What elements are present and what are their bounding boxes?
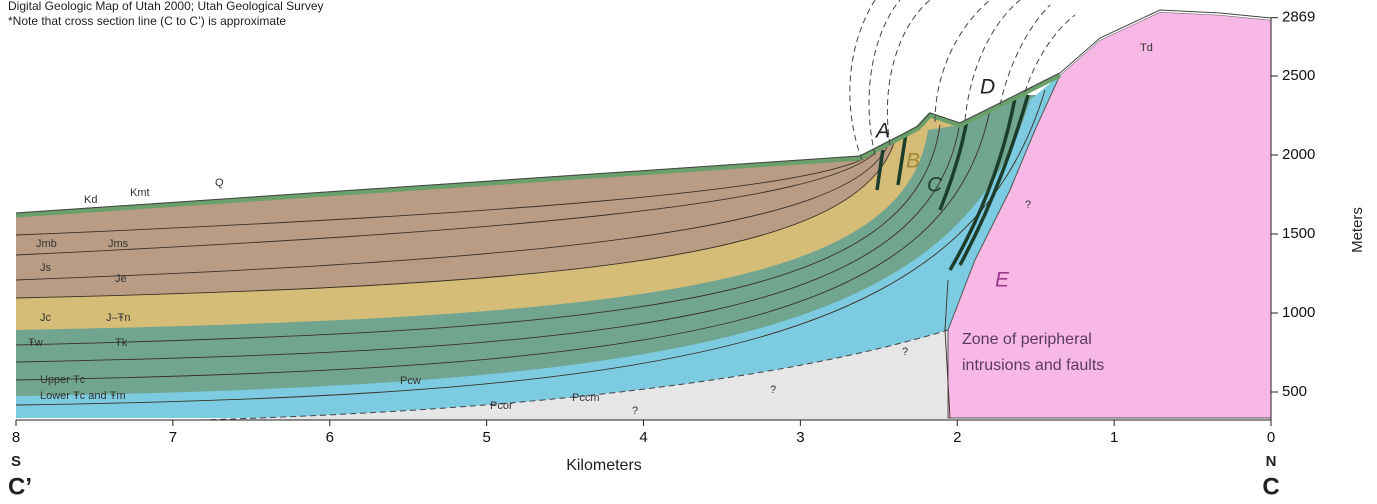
feature-label: A <box>874 120 890 143</box>
unit-label: Js <box>40 262 52 274</box>
x-tick-label: 6 <box>326 429 334 446</box>
note: *Note that cross section line (C to C’) … <box>8 14 286 28</box>
section-point: C’ <box>8 473 32 500</box>
projected-contact <box>934 0 991 123</box>
dike <box>875 149 885 191</box>
x-tick-label: 1 <box>1110 429 1118 446</box>
y-tick-label: 1000 <box>1282 304 1315 321</box>
unit-label: J–Ŧn <box>106 312 130 324</box>
unit-label: Jc <box>40 312 52 324</box>
x-tick-label: 8 <box>12 429 20 446</box>
unit-label: Upper Ŧc <box>40 374 86 386</box>
x-axis-title: Kilometers <box>566 457 642 474</box>
unit-label: Q <box>215 177 224 189</box>
unit-label: Kmt <box>130 187 150 199</box>
x-tick-label: 7 <box>169 429 177 446</box>
x-tick-label: 5 <box>482 429 490 446</box>
contact <box>15 121 961 363</box>
x-tick-label: 4 <box>639 429 647 446</box>
y-axis-title: Meters <box>1349 207 1366 253</box>
query: ? <box>632 405 638 417</box>
query: ? <box>770 384 776 396</box>
projected-contact <box>886 0 931 146</box>
query: ? <box>1025 199 1031 211</box>
y-tick-label: 2000 <box>1282 146 1315 163</box>
dike <box>948 97 1017 271</box>
unit-label: Kd <box>84 194 97 206</box>
direction: S <box>11 453 21 470</box>
projected-contact <box>964 0 1021 121</box>
contact <box>15 89 1046 406</box>
strata <box>15 11 1272 421</box>
projected-contact <box>999 4 1051 106</box>
surface <box>15 72 1062 218</box>
source: Digital Geologic Map of Utah 2000; Utah … <box>8 0 324 13</box>
unit-label: Jms <box>108 238 129 250</box>
direction: N <box>1266 453 1277 470</box>
section-point: C <box>1262 473 1279 500</box>
y-tick-label: 2500 <box>1282 67 1315 84</box>
projected-contact <box>1024 14 1076 93</box>
unit-label: Jmb <box>36 238 57 250</box>
fault <box>944 279 951 419</box>
contact <box>15 149 879 256</box>
contact <box>15 124 941 346</box>
sky <box>0 0 1271 215</box>
unit-label: Ŧk <box>115 337 128 349</box>
x-tick-label: 3 <box>796 429 804 446</box>
y-tick-label: 2869 <box>1282 9 1315 26</box>
contact <box>15 144 889 281</box>
query: ? <box>902 346 908 358</box>
feature-label: E <box>995 269 1010 292</box>
zone-label: Zone of peripheral <box>962 331 1092 348</box>
contact <box>15 154 871 236</box>
contact <box>15 109 991 381</box>
dike <box>958 94 1030 266</box>
unit-label: Je <box>115 273 127 285</box>
unit-label: Td <box>1140 42 1153 54</box>
y-tick-label: 500 <box>1282 383 1307 400</box>
surface-line <box>15 9 1272 214</box>
x-tick-label: 0 <box>1267 429 1275 446</box>
feature-label: B <box>906 150 920 173</box>
contact <box>15 139 896 299</box>
unit-label: Lower Ŧc and Ŧm <box>40 390 126 402</box>
projected-contact <box>868 0 901 156</box>
basement-gray <box>200 330 948 420</box>
y-tick-label: 1500 <box>1282 225 1315 242</box>
unit-label: Pccm <box>572 392 600 404</box>
unit-label: Pcw <box>400 375 421 387</box>
unit-label: Ŧw <box>28 337 43 349</box>
feature-label: C <box>927 174 943 197</box>
feature-label: D <box>980 76 995 99</box>
projected-contact <box>849 0 876 161</box>
zone-label: intrusions and faults <box>962 357 1104 374</box>
unit-label: Pcor <box>490 400 513 412</box>
x-tick-label: 2 <box>953 429 961 446</box>
